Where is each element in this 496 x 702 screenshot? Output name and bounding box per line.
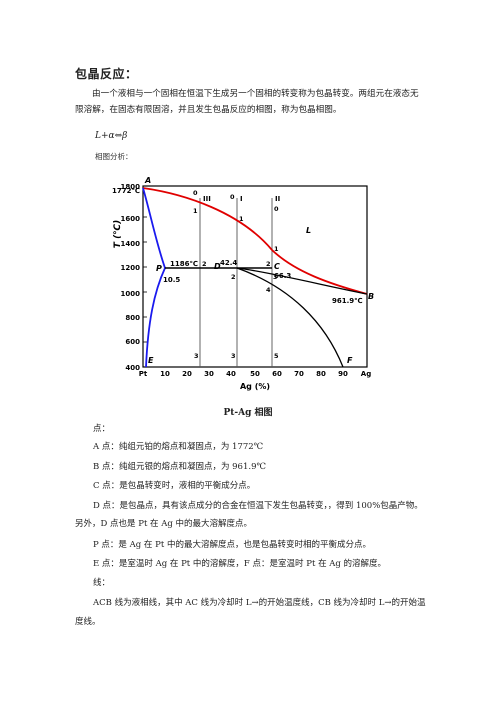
- mark: 1: [239, 215, 244, 223]
- x-tick: 80: [316, 370, 326, 378]
- solvus-curve-pe: [145, 267, 166, 368]
- mark: 2: [202, 260, 207, 268]
- point-f-label: F: [347, 356, 353, 365]
- point-a-description: A 点：纯组元铂的熔点和凝固点，为 1772℃: [93, 442, 264, 452]
- lines-label: 线：: [93, 578, 111, 588]
- x-tick: 30: [204, 370, 214, 378]
- y-tick: 1200: [121, 264, 141, 272]
- points-label: 点：: [93, 424, 111, 434]
- point-b-temp: 961.9℃: [332, 297, 363, 305]
- point-e-label: E: [148, 356, 154, 365]
- acb-line-description: ACB 线为液相线，其中 AC 线为冷却时 L→的开始温度线，CB 线为冷却时 …: [75, 598, 426, 627]
- y-tick: 400: [125, 364, 140, 372]
- mark: 3: [194, 352, 199, 360]
- x-tick: 70: [294, 370, 304, 378]
- mark: 0: [230, 193, 235, 201]
- point-a-temp: 1772℃: [112, 187, 140, 195]
- mark: 1: [274, 245, 279, 253]
- mark: 3: [231, 352, 236, 360]
- solidus-curve-ap: [142, 187, 166, 269]
- point-p-value: 10.5: [163, 276, 180, 284]
- alloy-label-i: I: [240, 195, 243, 203]
- point-d-description: D 点：是包晶点，具有该点成分的合金在恒温下发生包晶转变，，得到 100%包晶产…: [75, 501, 423, 529]
- point-e-f-description: E 点：是室温时 Ag 在 Pt 中的溶解度，F 点：是室温时 Pt 在 Ag …: [93, 559, 387, 569]
- x-tick-left: Pt: [139, 370, 148, 378]
- y-tick: 600: [125, 338, 140, 346]
- plot-frame: [142, 185, 368, 368]
- x-tick: 60: [272, 370, 282, 378]
- point-p-description: P 点：是 Ag 在 Pt 中的最大溶解度点，也是包晶转变时相的平衡成分点。: [93, 540, 371, 550]
- mark: 2: [231, 273, 236, 281]
- solvus-curve-df: [236, 267, 344, 368]
- y-tick: 1800: [121, 183, 141, 191]
- alloy-label-ii: II: [275, 195, 280, 203]
- point-c-value: 66.3: [274, 272, 291, 280]
- intro-paragraph: 由一个液相与一个固相在恒温下生成另一个固相的转变称为包晶转变。两组元在液态无限溶…: [75, 89, 419, 115]
- point-b-description: B 点：纯组元银的熔点和凝固点，为 961.9℃: [93, 462, 266, 472]
- point-d-label: D: [214, 262, 221, 271]
- y-tick: 1600: [121, 215, 141, 223]
- point-d-value: 42.4: [220, 259, 237, 267]
- x-tick: 50: [250, 370, 260, 378]
- y-tick: 1400: [121, 240, 141, 248]
- y-ticks: 1800 1600 1400 1200 1000 800 600 400: [121, 183, 141, 372]
- mark: 3: [273, 273, 278, 281]
- analysis-label: 相图分析：: [95, 152, 133, 161]
- point-p-temp: 1186℃: [170, 260, 198, 268]
- x-tick: 90: [338, 370, 348, 378]
- pt-ag-phase-diagram: 1800 1600 1400 1200 1000 800 600 400 T (…: [112, 176, 374, 391]
- figure-caption: Pt-Ag 相图: [223, 408, 273, 418]
- reaction-formula: L+α⇔β: [95, 131, 128, 141]
- x-tick: 10: [160, 370, 170, 378]
- x-tick-right: Ag: [361, 370, 371, 378]
- mark: 4: [266, 286, 271, 294]
- x-tick: 40: [226, 370, 236, 378]
- y-tick: 800: [125, 314, 140, 322]
- mark: 2: [266, 260, 271, 268]
- mark: 0: [274, 205, 279, 213]
- y-tick: 1000: [121, 290, 141, 298]
- solidus-curve-db: [236, 267, 368, 295]
- mark: 5: [274, 352, 279, 360]
- point-c-label: C: [274, 262, 280, 271]
- alloy-label-iii: III: [203, 195, 211, 203]
- point-c-description: C 点：是包晶转变时，液相的平衡成分点。: [93, 481, 256, 491]
- mark: 0: [193, 189, 198, 197]
- x-tick: 20: [182, 370, 192, 378]
- liquidus-curve-acb: [142, 187, 368, 295]
- x-axis-label: Ag (%): [240, 382, 270, 391]
- region-l-label: L: [306, 226, 311, 235]
- point-p-label: P: [156, 264, 162, 273]
- x-ticks: Pt 10 20 30 40 50 60 70 80 90 Ag: [139, 370, 371, 378]
- mark: 1: [193, 207, 198, 215]
- section-heading: 包晶反应：: [75, 67, 138, 81]
- point-b-label: B: [368, 292, 374, 301]
- point-a-label: A: [144, 176, 151, 185]
- alloy-lines: [199, 198, 273, 367]
- y-axis-label: T (℃): [113, 220, 123, 248]
